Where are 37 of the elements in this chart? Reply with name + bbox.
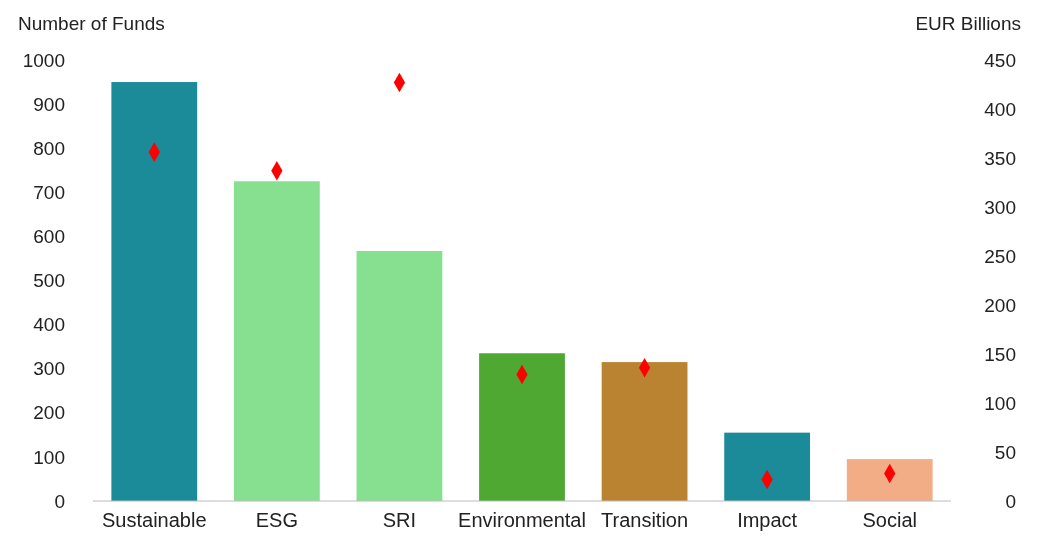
bar	[479, 353, 565, 501]
y-tick-label: 1000	[22, 49, 65, 71]
x-tick-label: Impact	[737, 509, 798, 531]
y-axis-title: Number of Funds	[18, 13, 165, 34]
bar	[111, 82, 198, 501]
y2-tick-label: 0	[1005, 490, 1016, 512]
bar	[356, 250, 443, 501]
y-tick-label: 500	[33, 270, 65, 292]
y-tick-label: 300	[33, 358, 65, 380]
x-tick-label: ESG	[255, 509, 298, 531]
y-tick-label: 700	[33, 181, 65, 203]
bar	[724, 432, 811, 501]
x-tick-label: Transition	[601, 509, 689, 531]
y2-axis-title: EUR Billions	[915, 13, 1021, 34]
y-tick-label: 900	[33, 93, 65, 115]
x-tick-label: Sustainable	[102, 509, 207, 531]
y2-tick-label: 300	[984, 196, 1016, 218]
x-tick-label: Environmental	[458, 509, 586, 531]
y2-tick-label: 350	[984, 147, 1016, 169]
y2-tick-label: 250	[984, 245, 1016, 267]
y2-tick-label: 100	[984, 392, 1016, 414]
y-tick-label: 400	[33, 314, 65, 336]
y-tick-label: 800	[33, 137, 65, 159]
y2-tick-label: 150	[984, 343, 1016, 365]
y2-tick-label: 400	[984, 98, 1016, 120]
bar	[233, 181, 320, 501]
y2-tick-label: 50	[994, 441, 1016, 463]
y2-tick-label: 450	[984, 49, 1016, 71]
x-tick-label: Social	[862, 509, 917, 531]
bar	[601, 362, 688, 501]
y2-tick-label: 200	[984, 294, 1016, 316]
y-tick-label: 200	[33, 402, 65, 424]
bar	[846, 459, 933, 501]
y-tick-label: 600	[33, 226, 65, 248]
x-tick-label: SRI	[382, 509, 417, 531]
y-tick-label: 100	[33, 446, 65, 468]
y-tick-label: 0	[54, 490, 65, 512]
